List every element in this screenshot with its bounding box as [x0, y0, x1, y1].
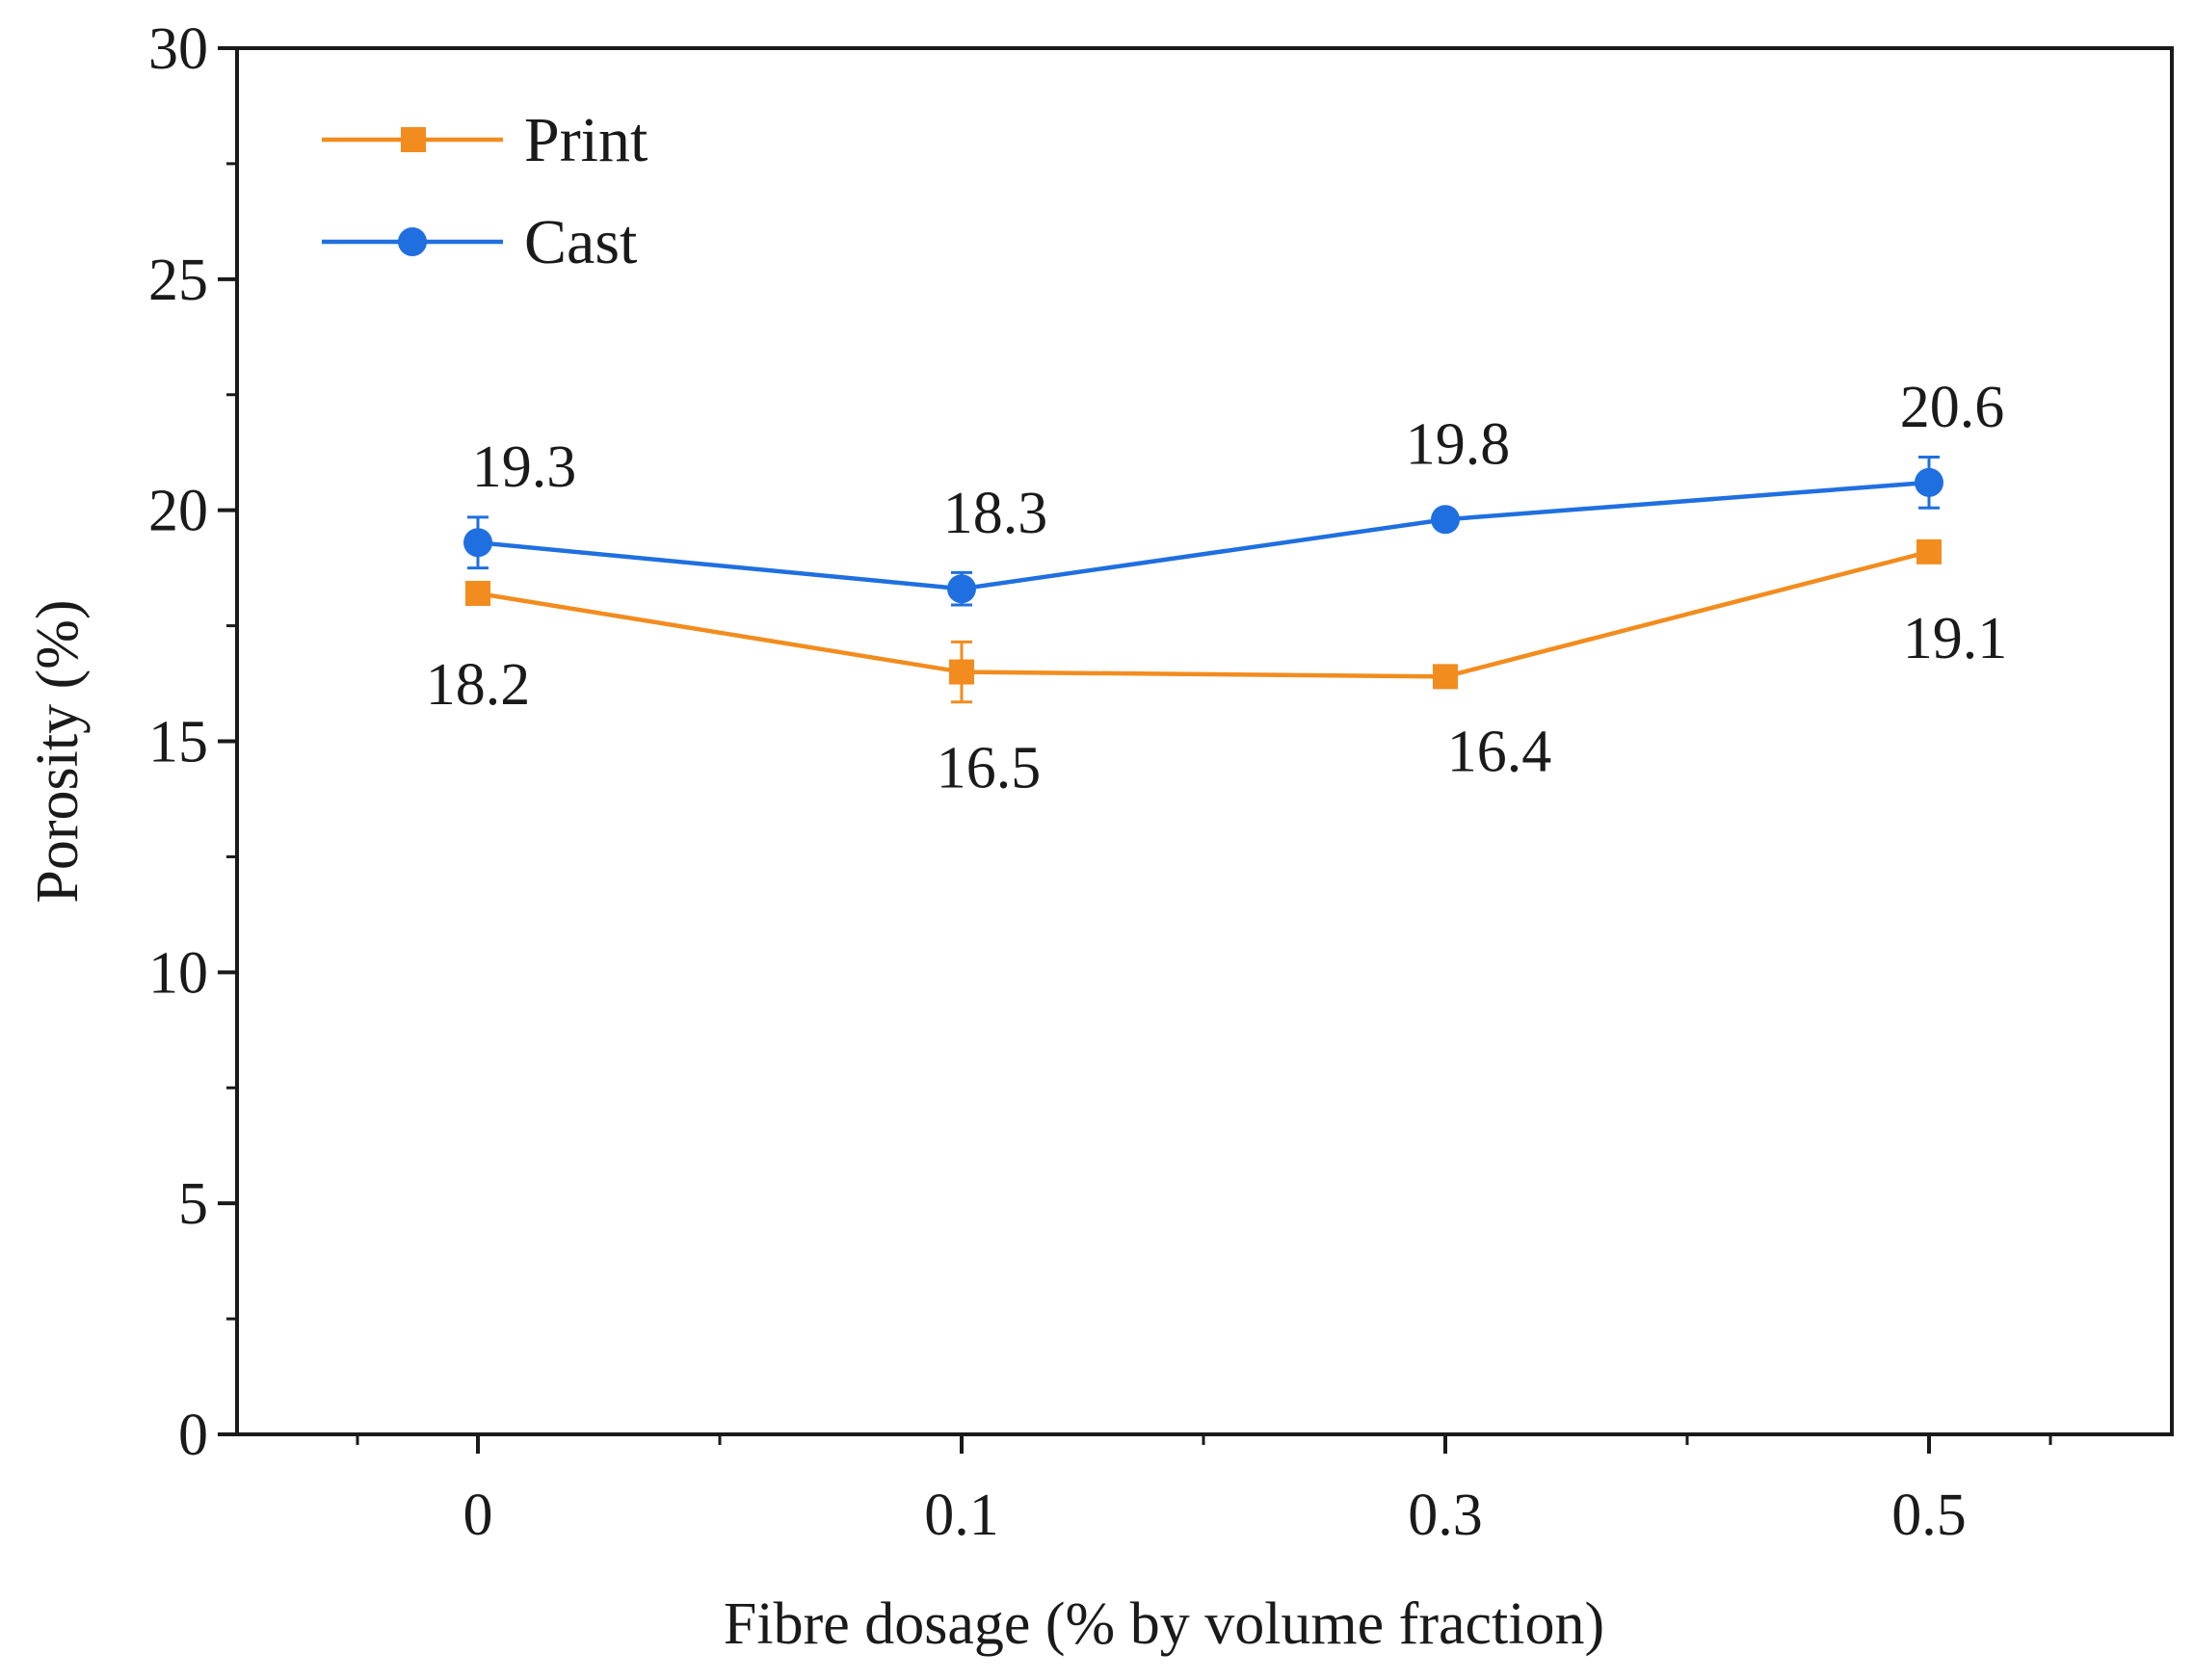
print-data-label: 19.1 [1903, 606, 2008, 671]
cast-point [1915, 467, 1943, 497]
x-axis-title: Fibre dosage (% by volume fraction) [724, 1591, 1604, 1657]
print-point [465, 581, 490, 607]
print-series-line [477, 549, 1930, 679]
cast-point [947, 574, 976, 604]
legend-print-marker [401, 127, 426, 152]
cast-data-label: 19.3 [472, 434, 577, 500]
y-axis-title: Porosity (%) [25, 599, 91, 903]
print-data-label: 16.4 [1447, 719, 1552, 784]
y-tick-label: 20 [148, 479, 208, 544]
x-tick-label: 0 [463, 1483, 493, 1548]
y-tick-label: 25 [148, 248, 208, 313]
cast-point [1431, 505, 1460, 535]
x-tick-label: 0.1 [924, 1483, 999, 1548]
cast-series-line [477, 480, 1930, 591]
y-tick-label: 0 [178, 1403, 208, 1468]
legend-cast-marker [398, 227, 427, 256]
data-labels: 18.2 16.5 16.4 19.1 19.3 18.3 19.8 20.6 [426, 375, 2008, 801]
y-tick-label: 30 [148, 16, 208, 82]
print-point [949, 659, 974, 685]
y-tick-label: 15 [148, 710, 208, 775]
x-tick-label: 0.5 [1891, 1483, 1967, 1548]
series [463, 456, 1943, 704]
cast-point [463, 528, 492, 558]
print-point [1433, 664, 1458, 690]
cast-data-label: 19.8 [1406, 411, 1511, 477]
axes: 0 5 10 15 20 25 30 0 0.1 0.3 0.5 [148, 16, 2174, 1548]
y-tick-label: 5 [178, 1171, 208, 1237]
cast-data-label: 20.6 [1900, 375, 2005, 440]
legend: Print Cast [322, 105, 648, 277]
legend-print-label: Print [524, 105, 648, 175]
legend-cast-label: Cast [524, 207, 637, 277]
print-data-label: 16.5 [937, 736, 1042, 801]
x-tick-label: 0.3 [1408, 1483, 1483, 1548]
cast-data-label: 18.3 [943, 481, 1048, 546]
print-point [1916, 538, 1942, 564]
print-data-label: 18.2 [426, 652, 531, 718]
y-tick-label: 10 [148, 940, 208, 1006]
